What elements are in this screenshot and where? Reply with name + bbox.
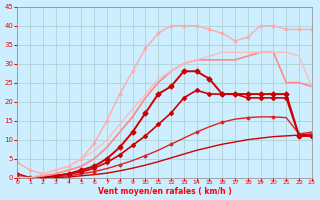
X-axis label: Vent moyen/en rafales ( km/h ): Vent moyen/en rafales ( km/h ) — [98, 187, 231, 196]
